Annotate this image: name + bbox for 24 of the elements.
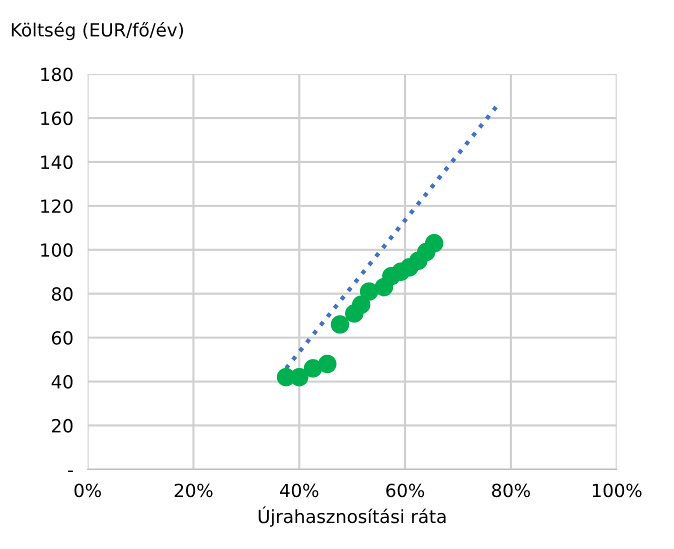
y-tick-label: 20 [52, 418, 73, 433]
x-tick-label: 100% [592, 484, 642, 498]
point [352, 295, 370, 314]
point [360, 282, 378, 301]
y-axis-title: Költség (EUR/fő/év) [12, 22, 183, 40]
point [330, 315, 350, 334]
point [318, 354, 336, 374]
point [304, 359, 322, 378]
x-tick-label: 20% [174, 484, 213, 498]
x-axis-title: Újrahasznosítási ráta [258, 506, 446, 527]
y-tick-label: 160 [41, 111, 73, 126]
x-tick-label: 80% [492, 484, 530, 498]
point [424, 234, 444, 252]
x-tick-label: 60% [386, 484, 424, 498]
x-tick-label: 40% [280, 484, 318, 498]
y-tick-label: 100 [41, 243, 73, 257]
y-tick-label: 60 [52, 331, 73, 345]
y-tick-label: 40 [52, 375, 73, 389]
x-tick-label: 0% [74, 484, 101, 498]
y-tick-label: 140 [41, 155, 73, 170]
y-tick-label: 120 [41, 199, 73, 213]
y-tick-label: 80 [52, 287, 73, 301]
y-tick-label: - [68, 470, 73, 472]
y-tick-label: 180 [41, 68, 73, 82]
